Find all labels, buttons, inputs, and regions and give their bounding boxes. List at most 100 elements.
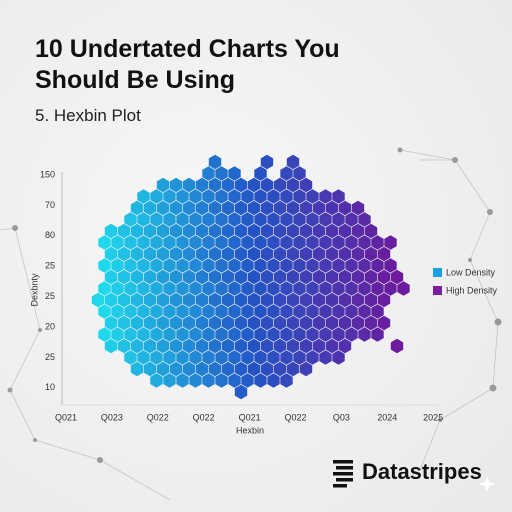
hexbin bbox=[111, 281, 124, 296]
hexbin bbox=[260, 177, 274, 193]
hexbin bbox=[143, 200, 157, 216]
hexbin bbox=[280, 235, 293, 250]
hexbin bbox=[98, 281, 111, 296]
hexbin bbox=[267, 189, 280, 204]
hexbin bbox=[306, 258, 319, 273]
subtitle: 5. Hexbin Plot bbox=[35, 106, 141, 125]
hexbin bbox=[273, 177, 287, 193]
hexbin bbox=[228, 327, 241, 342]
hexbin bbox=[377, 246, 391, 262]
hexbin bbox=[254, 327, 267, 342]
hexbin bbox=[358, 258, 371, 273]
hexbin bbox=[195, 200, 209, 216]
hexbin bbox=[351, 292, 365, 308]
hexbin bbox=[306, 189, 319, 204]
hexbin bbox=[234, 200, 248, 216]
hexbin bbox=[254, 304, 267, 319]
hexbin bbox=[254, 258, 267, 273]
hexbin bbox=[273, 246, 287, 262]
hexbin bbox=[137, 327, 150, 342]
hexbin bbox=[176, 235, 189, 250]
hexbin bbox=[215, 166, 228, 181]
hexbin bbox=[189, 281, 202, 296]
hexbin bbox=[137, 350, 150, 365]
hexbin bbox=[189, 350, 202, 365]
hexbin bbox=[215, 281, 228, 296]
hexbin bbox=[189, 189, 202, 204]
hexbin bbox=[247, 338, 261, 354]
hexbin bbox=[169, 223, 183, 239]
x-tick-label: Q021 bbox=[239, 412, 261, 422]
hexbin bbox=[306, 212, 319, 227]
hexbin bbox=[241, 373, 254, 388]
hexbin bbox=[195, 315, 209, 331]
x-tick-label: Q021 bbox=[55, 412, 77, 422]
hexbin bbox=[221, 315, 235, 331]
hexbin bbox=[273, 269, 287, 285]
hexbin bbox=[306, 327, 319, 342]
hexbin bbox=[104, 246, 118, 262]
hexbin bbox=[312, 315, 326, 331]
hexbin bbox=[267, 235, 280, 250]
hexbin bbox=[221, 269, 235, 285]
hexbin bbox=[267, 350, 280, 365]
hexbin bbox=[325, 246, 339, 262]
hexbin bbox=[137, 258, 150, 273]
hexbin bbox=[351, 246, 365, 262]
hexbin bbox=[319, 281, 332, 296]
hexbin bbox=[280, 258, 293, 273]
hexbin bbox=[228, 235, 241, 250]
hexbin bbox=[241, 350, 254, 365]
hexbin bbox=[150, 281, 163, 296]
hexbin bbox=[143, 223, 157, 239]
hexbin bbox=[312, 338, 326, 354]
hexbin bbox=[351, 223, 365, 239]
hexbin bbox=[117, 246, 131, 262]
hexbin bbox=[293, 327, 306, 342]
hexbin bbox=[202, 350, 215, 365]
hexbin bbox=[176, 350, 189, 365]
hexbin bbox=[299, 292, 313, 308]
hexbin bbox=[176, 373, 189, 388]
hexbin bbox=[208, 246, 222, 262]
hexbin bbox=[104, 315, 118, 331]
hexbin bbox=[299, 200, 313, 216]
hexbin bbox=[228, 258, 241, 273]
hexbin bbox=[247, 269, 261, 285]
hexbin bbox=[260, 315, 274, 331]
hexbin bbox=[195, 292, 209, 308]
hexbin bbox=[241, 327, 254, 342]
hexbin bbox=[247, 292, 261, 308]
hexbin bbox=[377, 292, 391, 308]
hexbin bbox=[332, 327, 345, 342]
hexbin bbox=[202, 281, 215, 296]
hexbin bbox=[377, 269, 391, 285]
hexbin bbox=[208, 177, 222, 193]
hexbin bbox=[117, 315, 131, 331]
hexbin bbox=[371, 235, 384, 250]
hexbin bbox=[371, 281, 384, 296]
hexbin bbox=[254, 281, 267, 296]
hexbin bbox=[169, 200, 183, 216]
hexbin bbox=[273, 338, 287, 354]
hexbin bbox=[345, 327, 358, 342]
hexbin bbox=[215, 189, 228, 204]
hexbin bbox=[273, 292, 287, 308]
hexbin bbox=[332, 258, 345, 273]
hexbin bbox=[319, 350, 332, 365]
hexbin bbox=[182, 292, 196, 308]
hexbin bbox=[306, 235, 319, 250]
hexbin bbox=[384, 281, 397, 296]
legend-label: High Density bbox=[446, 285, 498, 295]
hexbin bbox=[163, 258, 176, 273]
hexbin bbox=[202, 327, 215, 342]
hexbin bbox=[247, 223, 261, 239]
hexbin bbox=[156, 223, 170, 239]
hexbin bbox=[280, 189, 293, 204]
hexbin bbox=[234, 246, 248, 262]
hexbin bbox=[208, 361, 222, 377]
x-tick-label: Q022 bbox=[284, 412, 306, 422]
hexbin bbox=[98, 235, 111, 250]
hexbin bbox=[189, 373, 202, 388]
hexbin bbox=[98, 304, 111, 319]
